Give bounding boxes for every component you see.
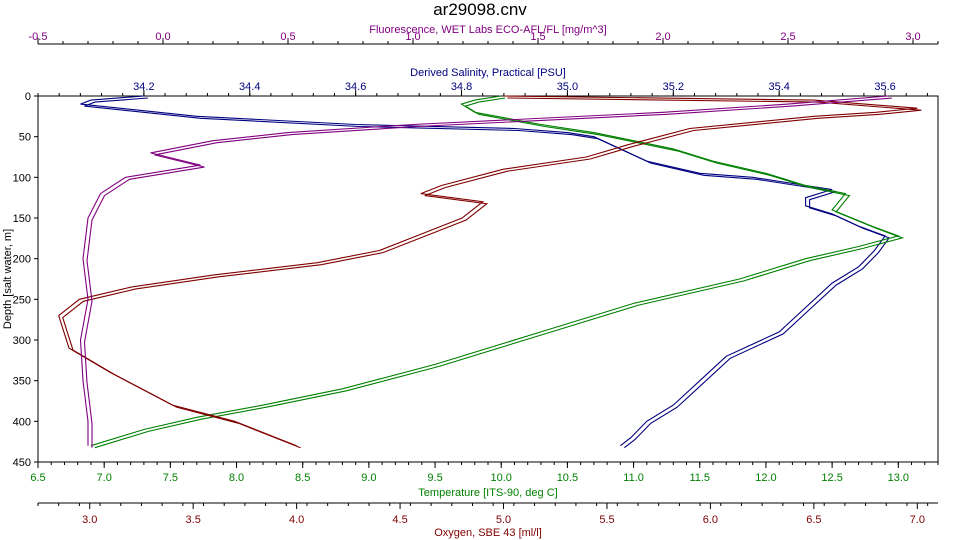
salinity-tick-label: 35.6	[874, 81, 895, 93]
y-tick-label: 300	[13, 335, 31, 347]
temperature-tick-label: 10.0	[491, 472, 512, 484]
fluorescence-profile-line	[79, 95, 889, 446]
y-tick-label: 250	[13, 294, 31, 306]
y-tick-label: 400	[13, 416, 31, 428]
oxygen-axis-label: Oxygen, SBE 43 [ml/l]	[434, 527, 542, 539]
y-tick-label: 100	[13, 172, 31, 184]
salinity-tick-label: 34.2	[133, 81, 154, 93]
oxygen-tick-label: 6.0	[703, 514, 718, 526]
temperature-tick-label: 8.0	[229, 472, 244, 484]
salinity-profile-line	[84, 97, 890, 449]
salinity-profile-line	[80, 95, 886, 447]
fluorescence-tick-label: 3.0	[905, 31, 920, 43]
oxygen-tick-label: 4.0	[289, 514, 304, 526]
temperature-tick-label: 12.0	[755, 472, 776, 484]
oxygen-tick-label: 5.0	[496, 514, 511, 526]
oxygen-tick-label: 7.0	[910, 514, 925, 526]
chart-title: ar29098.cnv	[433, 0, 527, 19]
fluorescence-tick-label: 2.0	[655, 31, 670, 43]
temperature-tick-label: 13.0	[888, 472, 909, 484]
y-tick-label: 150	[13, 213, 31, 225]
temperature-tick-label: 9.5	[427, 472, 442, 484]
salinity-tick-label: 35.2	[663, 81, 684, 93]
fluorescence-tick-label: 0.5	[280, 31, 295, 43]
oxygen-tick-label: 3.0	[82, 514, 97, 526]
y-tick-label: 50	[19, 132, 31, 144]
oxygen-tick-label: 5.5	[599, 514, 614, 526]
salinity-tick-label: 34.8	[451, 81, 472, 93]
y-axis-label: Depth [salt water, m]	[2, 229, 14, 329]
temperature-tick-label: 7.0	[97, 472, 112, 484]
temperature-tick-label: 10.5	[557, 472, 578, 484]
salinity-tick-label: 34.6	[345, 81, 366, 93]
oxygen-tick-label: 6.5	[806, 514, 821, 526]
temperature-axis-label: Temperature [ITS-90, deg C]	[418, 487, 557, 499]
y-tick-label: 200	[13, 254, 31, 266]
temperature-tick-label: 11.0	[623, 472, 644, 484]
temperature-tick-label: 11.5	[689, 472, 710, 484]
temperature-tick-label: 8.5	[295, 472, 310, 484]
oxygen-profile-line	[62, 97, 922, 449]
y-tick-label: 450	[13, 457, 31, 469]
oxygen-tick-label: 4.5	[392, 514, 407, 526]
temperature-tick-label: 9.0	[361, 472, 376, 484]
fluorescence-tick-label: 1.5	[530, 31, 545, 43]
salinity-axis-label: Derived Salinity, Practical [PSU]	[410, 67, 566, 79]
temperature-tick-label: 12.5	[821, 472, 842, 484]
fluorescence-tick-label: 0.0	[155, 31, 170, 43]
y-tick-label: 350	[13, 376, 31, 388]
salinity-tick-label: 35.0	[557, 81, 578, 93]
oxygen-tick-label: 3.5	[186, 514, 201, 526]
salinity-tick-label: 34.4	[239, 81, 260, 93]
temperature-tick-label: 6.5	[30, 472, 45, 484]
fluorescence-tick-label: 2.5	[780, 31, 795, 43]
y-tick-label: 0	[25, 91, 31, 103]
temperature-tick-label: 7.5	[163, 472, 178, 484]
fluorescence-profile-line	[83, 97, 893, 448]
fluorescence-tick-label: 1.0	[405, 31, 420, 43]
fluorescence-tick-label: -0.5	[29, 31, 48, 43]
temperature-profile-line	[94, 97, 905, 449]
fluorescence-axis-label: Fluorescence, WET Labs ECO-AFL/FL [mg/m^…	[369, 24, 606, 36]
salinity-tick-label: 35.4	[768, 81, 789, 93]
